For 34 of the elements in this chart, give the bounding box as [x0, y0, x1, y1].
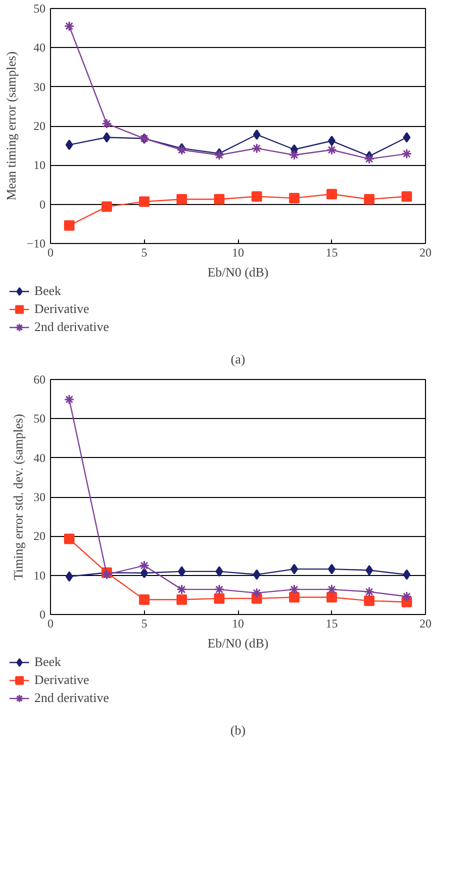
x-tick-label: 5: [141, 616, 148, 630]
x-tick-label: 15: [326, 246, 338, 260]
y-axis-title: Timing error std. dev. (samples): [10, 414, 26, 580]
y-axis-title: Mean timing error (samples): [4, 51, 19, 201]
y-tick-label: 30: [34, 80, 46, 94]
y-tick-label: 50: [34, 2, 46, 16]
x-tick-label: 10: [232, 246, 244, 260]
legend-label: Derivative: [34, 671, 90, 689]
y-tick-label: 60: [34, 372, 46, 386]
y-tick-label: 50: [34, 412, 46, 426]
y-tick-label: 40: [34, 40, 46, 55]
legend-label: Derivative: [34, 300, 90, 318]
x-tick-label: 20: [420, 616, 432, 630]
y-tick-label: −10: [26, 236, 46, 250]
legend-label: 2nd derivative: [34, 689, 110, 707]
y-tick-label: 0: [40, 197, 46, 212]
x-tick-label: 5: [141, 246, 148, 260]
y-tick-label: 30: [34, 490, 46, 504]
legend-label: Beek: [34, 653, 62, 671]
y-tick-label: 10: [34, 568, 46, 582]
legend-label: Beek: [34, 282, 62, 300]
y-tick-label: 20: [34, 529, 46, 544]
y-tick-label: 40: [34, 450, 46, 465]
x-axis-title: Eb/N0 (dB): [207, 264, 269, 280]
x-tick-label: 15: [326, 616, 338, 630]
text: (a): [230, 352, 246, 366]
y-tick-label: 10: [34, 158, 46, 172]
text: (b): [230, 722, 246, 738]
y-tick-label: 20: [34, 119, 46, 133]
x-axis-title: Eb/N0 (dB): [207, 636, 269, 650]
y-tick-label: 0: [40, 608, 46, 622]
legend-label: 2nd derivative: [34, 318, 110, 336]
x-tick-label: 10: [232, 616, 244, 630]
x-tick-label: 20: [420, 246, 432, 260]
